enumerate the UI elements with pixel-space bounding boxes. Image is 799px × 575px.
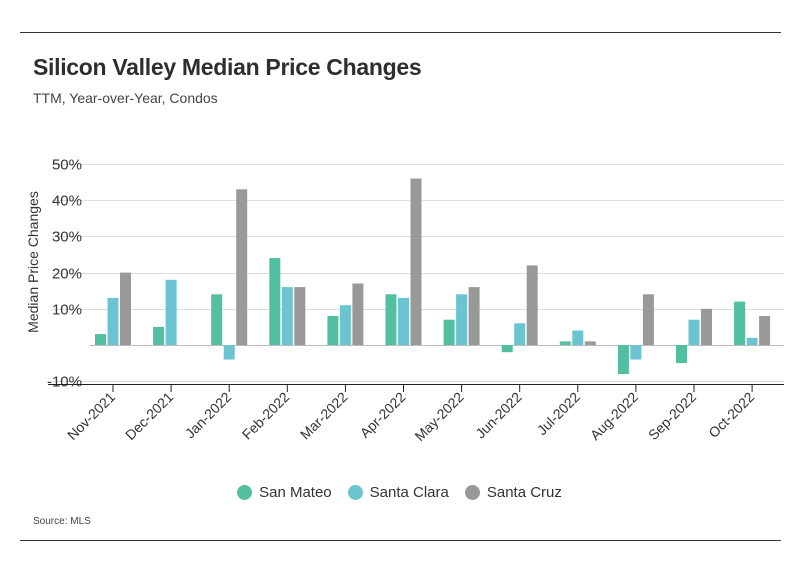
bar-santa-clara bbox=[630, 345, 642, 360]
x-tick-label: Aug-2022 bbox=[587, 389, 641, 443]
bar-san-mateo bbox=[327, 316, 339, 345]
y-tick-label: -10% bbox=[47, 374, 82, 391]
y-tick-label: 20% bbox=[52, 266, 82, 283]
bar-san-mateo bbox=[676, 345, 687, 364]
y-tick-labels: -10% 10% 20% 30% 40% 50% bbox=[47, 157, 82, 391]
x-tick-label: Nov-2021 bbox=[64, 389, 118, 443]
bar-santa-cruz bbox=[468, 287, 480, 345]
y-tick-label: 30% bbox=[52, 229, 82, 246]
x-tick-label: Apr-2022 bbox=[357, 389, 409, 441]
top-rule bbox=[20, 32, 781, 33]
legend: San Mateo Santa Clara Santa Cruz bbox=[0, 484, 799, 501]
x-tick-label: Dec-2021 bbox=[122, 389, 176, 443]
bar-santa-clara bbox=[165, 279, 177, 345]
x-tick-label: Sep-2022 bbox=[645, 389, 699, 443]
bar-san-mateo bbox=[211, 294, 223, 345]
x-tick-label: Jun-2022 bbox=[472, 389, 525, 442]
x-tick-label: Feb-2022 bbox=[239, 389, 293, 443]
bar-santa-cruz bbox=[410, 178, 422, 345]
bar-san-mateo bbox=[617, 345, 629, 374]
legend-swatch-san-mateo bbox=[237, 485, 253, 500]
bar-santa-clara bbox=[339, 305, 351, 345]
y-tick-label: 40% bbox=[52, 193, 82, 210]
bar-santa-clara bbox=[107, 297, 119, 345]
x-tick-label: Jul-2022 bbox=[534, 389, 583, 438]
bars bbox=[95, 178, 771, 374]
bar-san-mateo bbox=[559, 341, 571, 345]
y-axis-label: Median Price Changes bbox=[25, 191, 41, 333]
legend-item-santa-cruz: Santa Cruz bbox=[464, 484, 562, 501]
legend-label-santa-clara: Santa Clara bbox=[369, 484, 449, 501]
x-tick-labels: Nov-2021 Dec-2021 Jan-2022 Feb-2022 Mar-2022… bbox=[64, 389, 757, 444]
bar-san-mateo bbox=[385, 294, 397, 345]
bar-santa-cruz bbox=[701, 308, 712, 345]
bar-santa-clara bbox=[514, 323, 526, 345]
bar-san-mateo bbox=[95, 334, 106, 345]
legend-item-santa-clara: Santa Clara bbox=[347, 484, 449, 501]
bar-santa-clara bbox=[281, 287, 293, 345]
x-tick-marks bbox=[112, 385, 753, 392]
bar-santa-cruz bbox=[642, 294, 654, 345]
bar-santa-clara bbox=[223, 345, 235, 360]
legend-label-san-mateo: San Mateo bbox=[259, 484, 332, 501]
bar-santa-cruz bbox=[236, 189, 248, 345]
bar-santa-cruz bbox=[759, 316, 771, 345]
legend-label-santa-cruz: Santa Cruz bbox=[486, 484, 562, 501]
bar-santa-cruz bbox=[120, 272, 131, 345]
chart-subtitle: TTM, Year-over-Year, Condos bbox=[33, 90, 218, 106]
bottom-rule bbox=[20, 540, 781, 541]
bar-san-mateo bbox=[443, 319, 455, 345]
bar-santa-clara bbox=[746, 337, 758, 345]
bar-san-mateo bbox=[153, 326, 165, 345]
bar-santa-cruz bbox=[294, 287, 306, 345]
bar-santa-cruz bbox=[584, 341, 596, 345]
x-tick-label: Mar-2022 bbox=[297, 389, 351, 443]
bar-santa-clara bbox=[688, 319, 700, 345]
legend-swatch-santa-cruz bbox=[464, 485, 480, 500]
x-tick-label: Jan-2022 bbox=[182, 389, 235, 442]
chart-title: Silicon Valley Median Price Changes bbox=[33, 54, 422, 80]
bar-santa-clara bbox=[456, 294, 468, 345]
bar-santa-clara bbox=[398, 297, 409, 345]
bar-santa-cruz bbox=[526, 265, 538, 345]
bar-santa-cruz bbox=[352, 283, 364, 345]
bar-san-mateo bbox=[734, 301, 746, 345]
y-tick-label: 10% bbox=[52, 302, 82, 319]
legend-item-san-mateo: San Mateo bbox=[237, 484, 332, 501]
bar-san-mateo bbox=[501, 345, 513, 353]
x-tick-label: May-2022 bbox=[411, 389, 466, 444]
bar-santa-clara bbox=[572, 330, 584, 345]
x-tick-label: Oct-2022 bbox=[705, 389, 757, 441]
bar-san-mateo bbox=[269, 258, 281, 345]
legend-swatch-santa-clara bbox=[347, 485, 363, 500]
y-tick-label: 50% bbox=[52, 157, 82, 174]
source-note: Source: MLS bbox=[33, 516, 91, 527]
